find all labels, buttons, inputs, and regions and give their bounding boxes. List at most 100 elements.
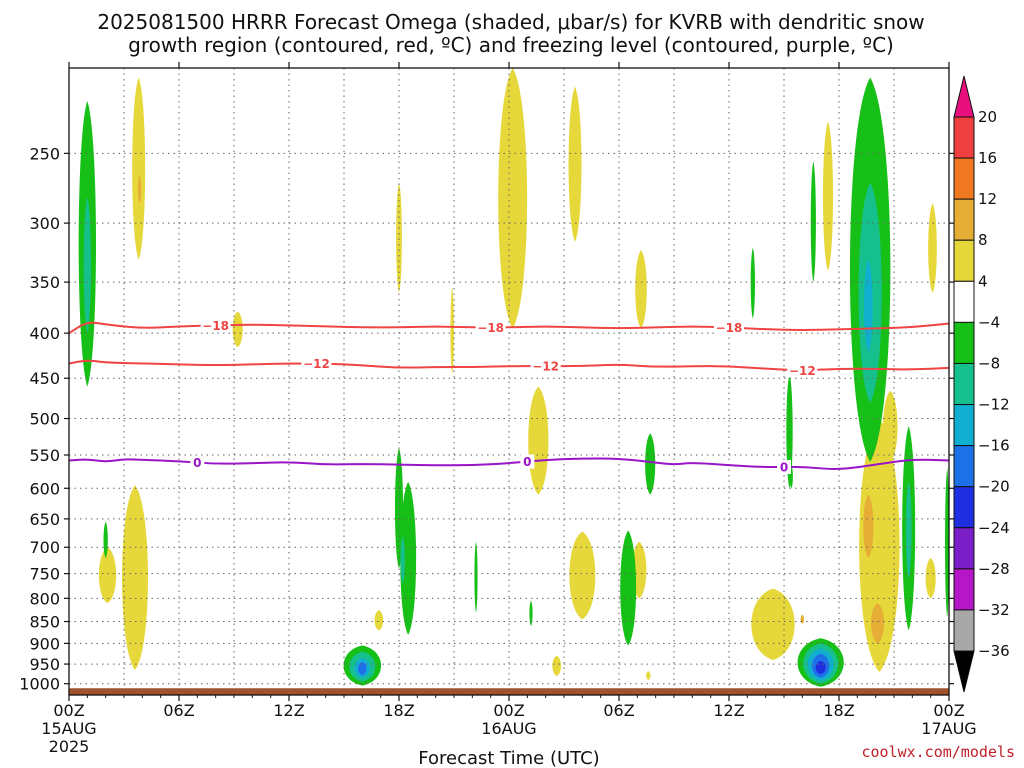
omega-region-26 xyxy=(103,521,108,559)
y-tick-label-900: 900 xyxy=(29,634,60,653)
omega-shading xyxy=(78,68,949,687)
y-axis: 250 300 350 400 450 500 550 600 650 700 750 800 850 9… xyxy=(19,144,954,694)
contour-label--18-2: −18 xyxy=(716,321,743,335)
colorbar-cell-8 xyxy=(953,445,975,488)
colorbar-label-12: −32 xyxy=(978,601,1010,619)
omega-region-17 xyxy=(859,418,900,673)
omega-region-28 xyxy=(400,481,417,635)
omega-region-18 xyxy=(883,390,898,462)
y-tick-label-1000: 1000 xyxy=(19,675,60,694)
colorbar-label-5: −4 xyxy=(978,313,1000,331)
colorbar-cell-4 xyxy=(953,280,975,323)
omega-region-12 xyxy=(552,655,561,676)
chart-title-line-2: growth region (contoured, red, ºC) and f… xyxy=(128,33,894,57)
omega-region-36 xyxy=(810,160,816,283)
omega-region-7 xyxy=(498,68,528,329)
omega-region-19 xyxy=(928,203,937,293)
omega-region-1 xyxy=(98,547,117,604)
x-tick-label-6-0: 06Z xyxy=(163,701,194,720)
omega-region-5 xyxy=(374,610,384,631)
colorbar-label-10: −24 xyxy=(978,519,1010,537)
y-tick-label-750: 750 xyxy=(29,565,60,584)
colorbar-label-8: −16 xyxy=(978,437,1010,455)
colorbar-cell-11 xyxy=(953,568,975,611)
contour-label-bg--12-0 xyxy=(301,356,332,371)
y-tick-label-250: 250 xyxy=(29,144,60,163)
contour-label-bg--18-2 xyxy=(714,320,744,335)
y-tick-label-450: 450 xyxy=(29,369,60,388)
x-tick-label-30-0: 06Z xyxy=(603,701,634,720)
y-tick-label-600: 600 xyxy=(29,479,60,498)
contour-label-0-1: 0 xyxy=(523,455,531,469)
contour-label-bg-0-2 xyxy=(777,459,791,474)
colorbar-cell-9 xyxy=(953,486,975,529)
omega-region-33 xyxy=(750,247,755,319)
colorbar-label-9: −20 xyxy=(978,478,1010,496)
colorbar-tip-bottom xyxy=(953,650,975,693)
omega-region-14 xyxy=(635,250,647,329)
y-tick-label-650: 650 xyxy=(29,510,60,529)
y-tick-label-550: 550 xyxy=(29,446,60,465)
colorbar-cell-5 xyxy=(953,321,975,364)
colorbar-cell-12 xyxy=(953,609,975,652)
x-tick-label-48-0: 00Z xyxy=(933,701,964,720)
colorbar-label-4: 4 xyxy=(978,272,988,290)
x-axis-label: Forecast Time (UTC) xyxy=(418,748,599,768)
contour-label-bg-0-0 xyxy=(190,455,205,470)
omega-region-20 xyxy=(925,558,936,599)
contour-label-0-2: 0 xyxy=(780,460,788,474)
contour-label-bg--12-1 xyxy=(530,359,561,374)
contour-label-bg-0-1 xyxy=(520,454,535,469)
contour-label--12-2: −12 xyxy=(789,364,816,378)
contour-label--18-0: −18 xyxy=(202,319,229,333)
x-tick-label-24-0: 00Z xyxy=(493,701,524,720)
omega-region-32 xyxy=(645,433,656,495)
contour-label-bg--12-2 xyxy=(787,363,818,378)
omega-region-29 xyxy=(474,541,478,613)
omega-region-13 xyxy=(646,671,651,680)
x-tick-label-18-0: 18Z xyxy=(383,701,414,720)
contour-label-0-0: 0 xyxy=(193,456,201,470)
ground-layer xyxy=(69,688,949,695)
colorbar-cell-6 xyxy=(953,362,975,406)
colorbar-label-3: 8 xyxy=(978,231,988,249)
x-tick-label-0-2: 2025 xyxy=(49,737,90,756)
y-tick-label-850: 850 xyxy=(29,613,60,632)
y-tick-label-800: 800 xyxy=(29,589,60,608)
chart-title-line-1: 2025081500 HRRR Forecast Omega (shaded, … xyxy=(97,10,924,34)
omega-region-24 xyxy=(137,175,142,204)
colorbar-cell-2 xyxy=(953,198,975,241)
colorbar-cell-1 xyxy=(953,157,975,200)
colorbar-label-0: 20 xyxy=(978,108,997,126)
omega-region-42 xyxy=(83,196,91,334)
omega-region-16 xyxy=(751,588,795,661)
omega-region-31 xyxy=(620,530,637,646)
omega-region-21 xyxy=(863,494,874,559)
x-tick-label-48-1: 17AUG xyxy=(921,719,976,738)
colorbar-cell-0 xyxy=(953,116,975,159)
omega-region-6 xyxy=(450,287,454,374)
omega-region-4 xyxy=(396,182,402,293)
temperature-contours: −18 −18 −18 −12 −12 −12 0 0 0 xyxy=(69,318,949,474)
colorbar-cell-7 xyxy=(953,404,975,447)
x-tick-label-0-1: 15AUG xyxy=(41,719,96,738)
omega-region-3 xyxy=(232,311,243,348)
contour-label-bg--18-0 xyxy=(200,318,231,333)
y-tick-label-950: 950 xyxy=(29,655,60,674)
y-tick-label-700: 700 xyxy=(29,538,60,557)
colorbar-label-1: 16 xyxy=(978,149,997,167)
colorbar-cell-10 xyxy=(953,527,975,570)
omega-region-2 xyxy=(122,485,148,671)
omega-region-8 xyxy=(568,86,582,242)
omega-region-45 xyxy=(400,536,405,584)
x-tick-label-0-0: 00Z xyxy=(53,701,84,720)
omega-region-22 xyxy=(871,603,884,644)
y-tick-label-350: 350 xyxy=(29,273,60,292)
contour-label--12-0: −12 xyxy=(303,357,330,371)
contour-label-bg--18-1 xyxy=(475,320,506,335)
omega-region-15 xyxy=(822,121,834,271)
colorbar-label-11: −28 xyxy=(978,560,1010,578)
x-tick-label-42-0: 18Z xyxy=(823,701,854,720)
omega-region-34 xyxy=(786,373,793,489)
